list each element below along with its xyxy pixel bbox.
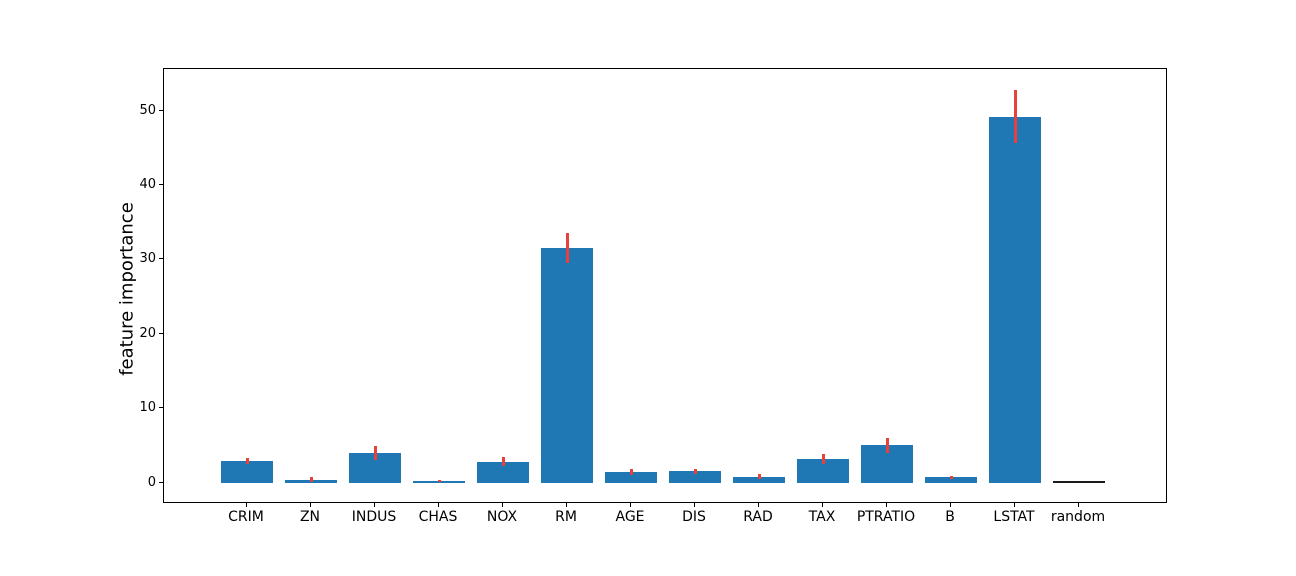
x-tick	[950, 503, 951, 507]
bar-B	[925, 477, 977, 483]
x-tick-label-PTRATIO: PTRATIO	[856, 509, 916, 525]
axes	[163, 68, 1167, 503]
error-bar-CRIM	[245, 458, 249, 465]
bar-DIS	[669, 471, 721, 483]
x-tick	[1014, 503, 1015, 507]
x-tick	[758, 503, 759, 507]
x-tick	[566, 503, 567, 507]
x-tick	[438, 503, 439, 507]
error-bar-RM	[565, 233, 569, 264]
x-tick	[502, 503, 503, 507]
y-tick-label-30: 30	[139, 251, 156, 267]
x-tick	[1078, 503, 1079, 507]
error-bar-INDUS	[373, 446, 377, 460]
error-bar-AGE	[629, 469, 633, 476]
x-tick	[822, 503, 823, 507]
y-tick-label-0: 0	[147, 474, 156, 490]
x-tick-label-TAX: TAX	[808, 509, 836, 525]
bar-LSTAT	[989, 116, 1041, 483]
error-bar-LSTAT	[1013, 89, 1017, 144]
x-tick-label-random: random	[1050, 509, 1106, 525]
y-tick	[159, 332, 163, 334]
x-tick-label-AGE: AGE	[615, 509, 645, 525]
y-axis-label: feature importance	[116, 202, 138, 376]
error-bar-RAD	[757, 474, 761, 480]
x-tick-label-INDUS: INDUS	[351, 509, 397, 525]
y-tick-label-40: 40	[139, 177, 156, 193]
x-tick	[246, 503, 247, 507]
error-bar-B	[949, 475, 953, 480]
x-tick-label-RM: RM	[555, 509, 577, 525]
x-tick-label-CHAS: CHAS	[418, 509, 458, 525]
y-tick	[159, 407, 163, 409]
x-tick	[694, 503, 695, 507]
error-bar-ZN	[309, 477, 313, 482]
bar-TAX	[797, 458, 849, 483]
x-tick	[886, 503, 887, 507]
bar-NOX	[477, 461, 529, 483]
bar-CRIM	[221, 461, 273, 483]
error-bar-PTRATIO	[885, 438, 889, 453]
y-tick	[159, 109, 163, 111]
x-tick-label-DIS: DIS	[682, 509, 706, 525]
y-tick-label-20: 20	[139, 325, 156, 341]
x-tick-label-RAD: RAD	[743, 509, 773, 525]
bar-RAD	[733, 476, 785, 483]
x-tick	[630, 503, 631, 507]
x-tick-label-NOX: NOX	[486, 509, 518, 525]
y-tick-label-10: 10	[139, 400, 156, 416]
x-tick-label-LSTAT: LSTAT	[993, 509, 1035, 525]
x-tick-label-CRIM: CRIM	[228, 509, 264, 525]
bar-RM	[541, 248, 593, 483]
x-tick-label-B: B	[945, 509, 955, 525]
error-bar-CHAS	[437, 480, 441, 483]
x-tick-label-ZN: ZN	[299, 509, 321, 525]
error-bar-DIS	[693, 468, 697, 475]
error-bar-TAX	[821, 453, 825, 465]
y-tick	[159, 481, 163, 483]
bar-random	[1053, 481, 1105, 483]
bar-AGE	[605, 472, 657, 483]
y-tick	[159, 184, 163, 186]
x-tick	[374, 503, 375, 507]
error-bar-NOX	[501, 457, 505, 467]
x-tick	[310, 503, 311, 507]
y-tick	[159, 258, 163, 260]
y-tick-label-50: 50	[139, 102, 156, 118]
